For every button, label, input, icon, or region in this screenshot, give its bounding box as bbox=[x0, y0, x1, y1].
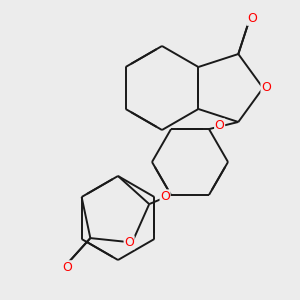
Text: O: O bbox=[124, 236, 134, 249]
Text: O: O bbox=[261, 82, 271, 94]
Text: O: O bbox=[63, 261, 73, 274]
Text: O: O bbox=[160, 190, 170, 203]
Text: O: O bbox=[247, 12, 257, 25]
Text: O: O bbox=[215, 119, 225, 132]
